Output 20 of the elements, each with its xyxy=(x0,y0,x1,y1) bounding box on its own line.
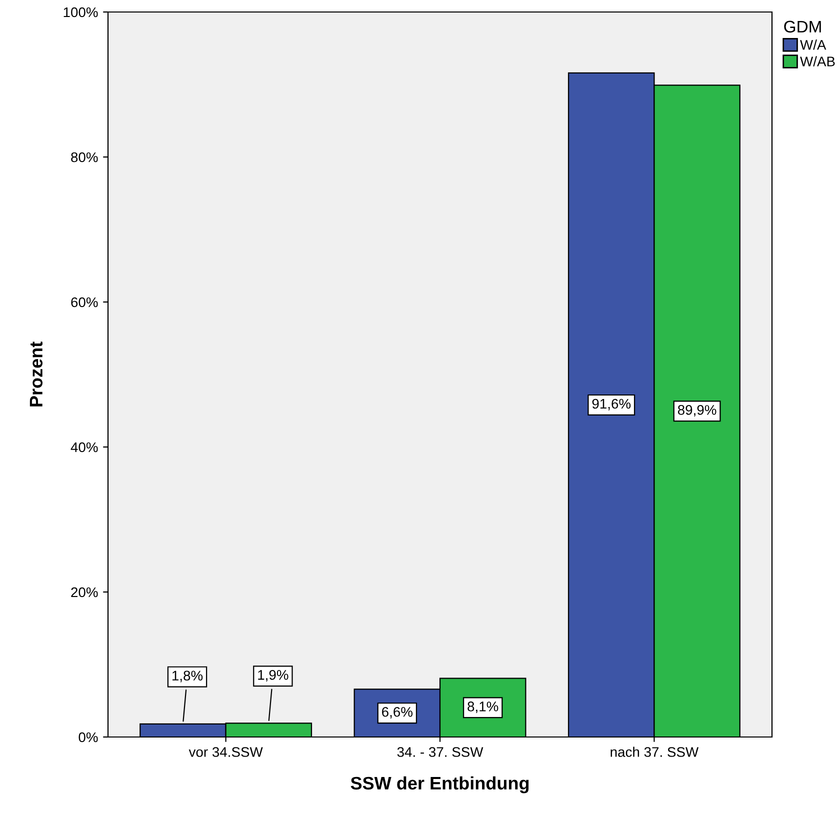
y-tick-label: 20% xyxy=(71,587,98,598)
data-label: 8,1% xyxy=(468,702,498,714)
data-label: 1,9% xyxy=(258,670,288,682)
x-axis-title: SSW der Entbindung xyxy=(350,776,529,794)
y-tick-label: 0% xyxy=(78,732,98,742)
y-tick-label: 40% xyxy=(70,442,98,452)
x-tick-label: nach 37. SSW xyxy=(610,746,699,757)
data-label: 1,8% xyxy=(172,670,203,682)
x-tick-label: vor 34.SSW xyxy=(188,747,263,757)
y-axis-title: Prozent xyxy=(30,342,43,406)
legend-title: GDM xyxy=(784,20,821,33)
data-label: 89,9% xyxy=(678,405,716,416)
x-tick-label: 34. - 37. SSW xyxy=(397,747,484,757)
legend-label: W/AB xyxy=(800,56,835,66)
data-label: 91,6% xyxy=(592,398,631,410)
legend-label: W/A xyxy=(800,40,826,50)
data-label: 6,6% xyxy=(382,706,412,718)
y-tick-label: 60% xyxy=(71,297,98,308)
y-tick-label: 80% xyxy=(71,152,98,162)
y-tick-label: 100% xyxy=(64,7,98,18)
